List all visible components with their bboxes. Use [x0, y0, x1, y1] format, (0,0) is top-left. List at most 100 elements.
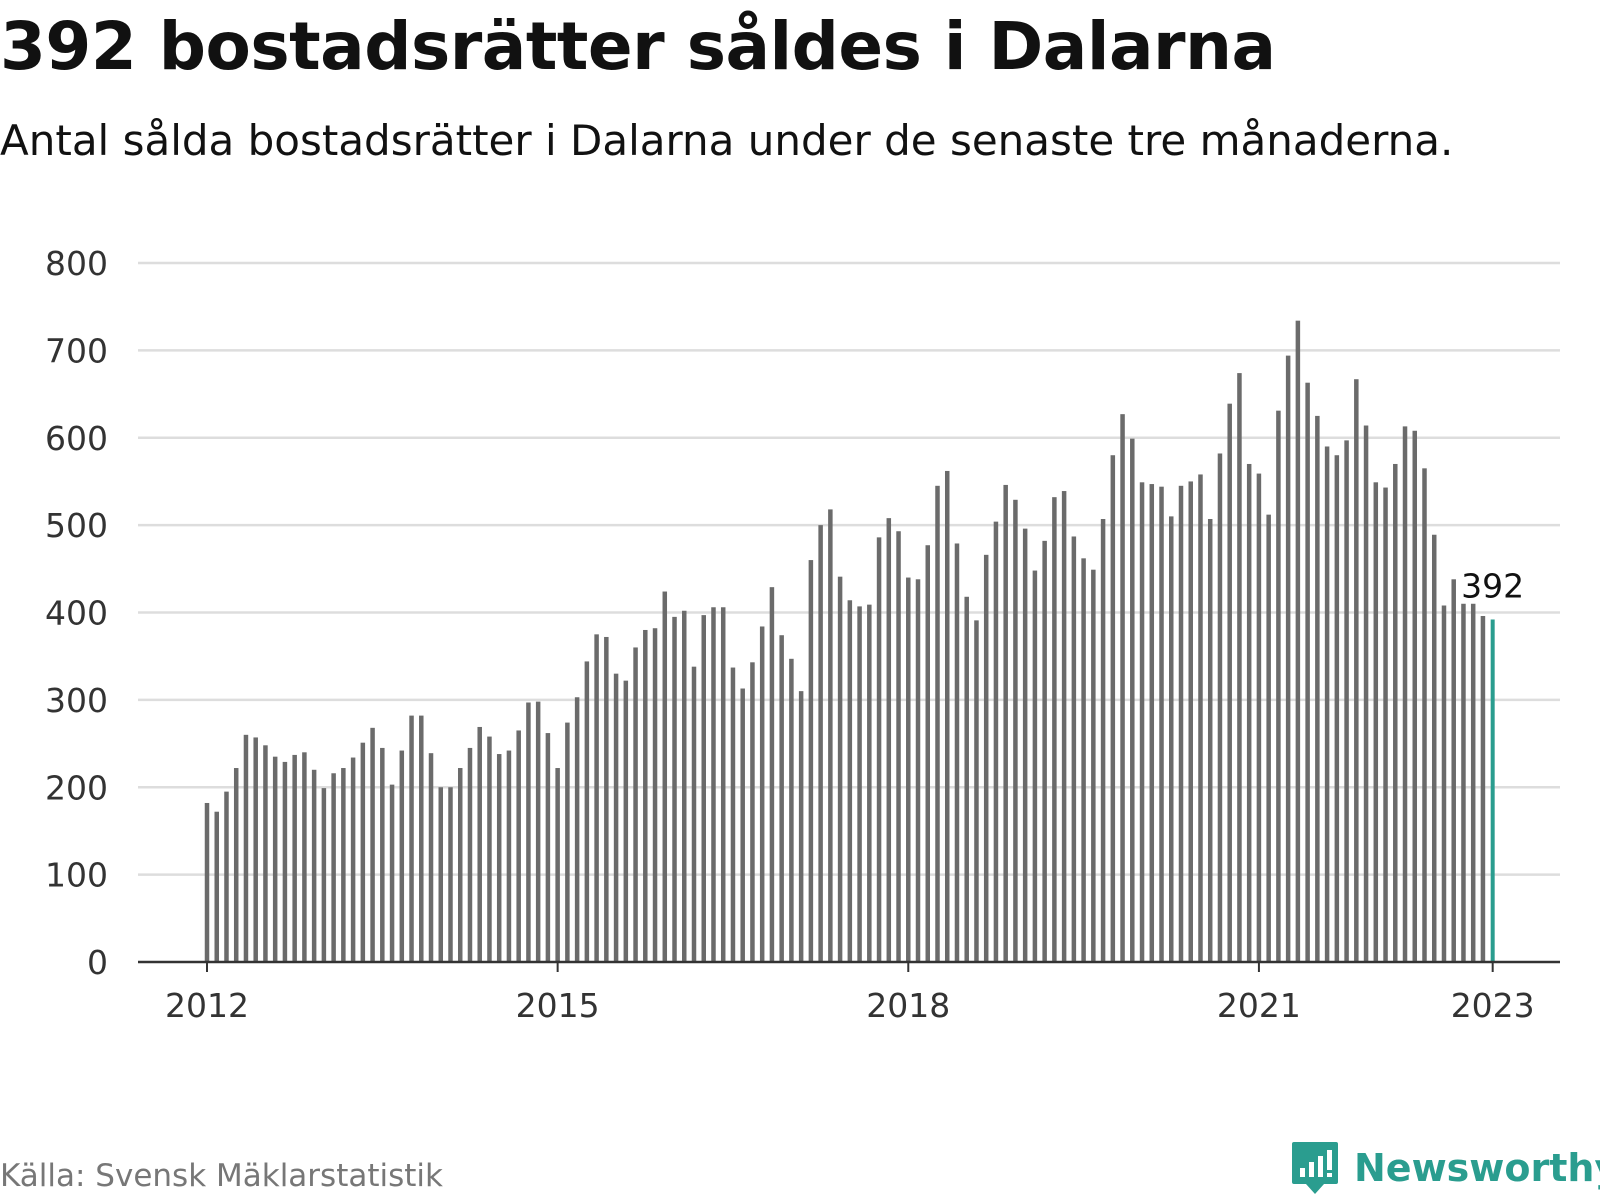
bar: [360, 742, 366, 962]
bar: [944, 470, 950, 962]
y-tick-label: 200: [45, 768, 108, 807]
bar: [643, 629, 648, 962]
y-tick-label: 100: [45, 856, 108, 895]
x-tick-label: 2023: [1451, 986, 1535, 1025]
bar: [740, 688, 745, 962]
bar: [1276, 410, 1281, 962]
bar: [1256, 473, 1262, 962]
bar: [1188, 481, 1193, 962]
bar: [1373, 482, 1379, 962]
x-tick-label: 2012: [165, 986, 249, 1025]
bar: [906, 577, 911, 962]
y-tick-label: 700: [45, 331, 108, 370]
bar: [1363, 425, 1369, 963]
bar: [380, 747, 385, 962]
bar: [896, 531, 901, 962]
bar: [1266, 514, 1271, 962]
bar: [1334, 455, 1340, 962]
bar: [1159, 486, 1164, 962]
bar: [1383, 487, 1388, 962]
bar: [730, 667, 736, 962]
bar: [506, 750, 512, 962]
bar: [1110, 455, 1116, 962]
bar: [1061, 491, 1067, 962]
bar: [243, 734, 249, 962]
bar: [808, 560, 814, 962]
bar: [253, 737, 258, 962]
brand-logo[interactable]: Newsworthy: [1290, 1140, 1600, 1196]
bar: [759, 626, 765, 962]
bar: [282, 761, 288, 962]
bar: [623, 680, 629, 962]
bar: [1431, 534, 1437, 962]
bar: [662, 591, 668, 962]
highlight-value-label: 392: [1461, 566, 1524, 605]
bar: [1295, 320, 1301, 963]
bar: [204, 802, 210, 962]
bar: [419, 715, 424, 962]
bar: [1470, 603, 1476, 962]
bar: [545, 733, 551, 962]
bar: [857, 606, 862, 962]
bar: [1354, 379, 1359, 962]
bar: [691, 666, 697, 962]
bar: [828, 509, 833, 962]
bar: [516, 730, 521, 962]
bar: [438, 787, 444, 962]
bar: [1042, 540, 1047, 962]
bar: [769, 587, 775, 962]
bar: [1169, 516, 1174, 962]
bar: [779, 635, 784, 962]
bar: [837, 576, 843, 962]
x-tick-label: 2018: [866, 986, 950, 1025]
highlight-bar: [1490, 619, 1495, 962]
bar: [613, 673, 619, 962]
bar: [487, 736, 492, 962]
bar: [1081, 558, 1086, 962]
bar: [224, 791, 229, 962]
bar: [350, 757, 356, 962]
bar: [1412, 430, 1418, 962]
bar: [1120, 414, 1125, 962]
bar: [428, 753, 434, 962]
bar: [682, 610, 687, 962]
bar: [633, 647, 638, 962]
bar: [448, 787, 453, 962]
chart-subtitle: Antal sålda bostadsrätter i Dalarna unde…: [0, 116, 1454, 165]
bar: [399, 750, 405, 962]
bar: [341, 768, 346, 962]
bar: [789, 658, 794, 962]
bar: [867, 604, 872, 962]
bar: [935, 485, 940, 962]
bar: [321, 788, 327, 962]
bar-chart-speech-bubble-icon: [1292, 1142, 1338, 1194]
bar: [974, 620, 979, 962]
bar: [604, 636, 609, 962]
bar: [701, 615, 706, 962]
bar: [1198, 474, 1203, 962]
bar: [1402, 426, 1408, 962]
bar: [1227, 403, 1232, 963]
bar: [886, 518, 892, 962]
bar: [1207, 519, 1213, 962]
bar: [565, 722, 570, 962]
bar: [457, 768, 463, 962]
bar: [1178, 485, 1184, 962]
bar: [1139, 482, 1145, 962]
bar: [1149, 484, 1155, 962]
bar: [535, 701, 541, 962]
bar: [1100, 519, 1106, 962]
y-tick-label: 300: [45, 681, 108, 720]
x-tick-label: 2015: [516, 986, 600, 1025]
bar: [555, 768, 560, 962]
bar: [915, 579, 921, 962]
bar: [272, 756, 278, 962]
brand-name: Newsworthy: [1354, 1146, 1600, 1190]
bar: [1052, 497, 1057, 962]
source-note: Källa: Svensk Mäklarstatistik: [0, 1158, 443, 1194]
bar: [1013, 499, 1018, 962]
bar: [1480, 615, 1486, 962]
bar: [711, 607, 716, 962]
bar: [1305, 382, 1310, 962]
bar: [1393, 463, 1398, 962]
